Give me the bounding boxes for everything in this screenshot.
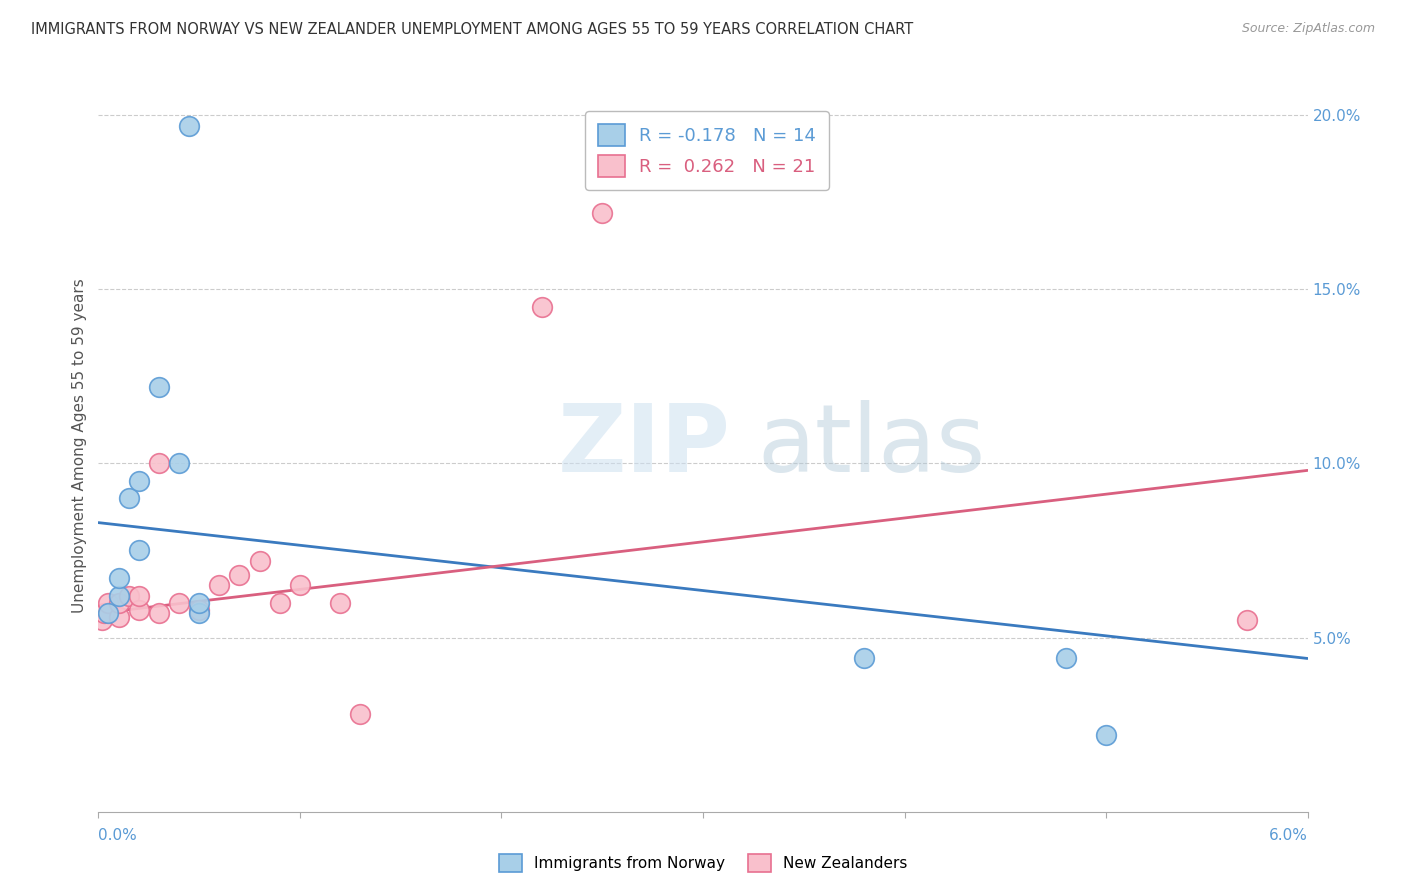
Legend: R = -0.178   N = 14, R =  0.262   N = 21: R = -0.178 N = 14, R = 0.262 N = 21 bbox=[585, 112, 828, 190]
Point bbox=[107, 609, 129, 624]
Point bbox=[97, 596, 120, 610]
Y-axis label: Unemployment Among Ages 55 to 59 years: Unemployment Among Ages 55 to 59 years bbox=[72, 278, 87, 614]
Text: 0.0%: 0.0% bbox=[98, 828, 138, 843]
Point bbox=[179, 119, 201, 133]
Text: ZIP: ZIP bbox=[558, 400, 731, 492]
Point bbox=[148, 606, 170, 620]
Point bbox=[148, 380, 170, 394]
Point bbox=[167, 457, 190, 471]
Point bbox=[208, 578, 231, 592]
Point bbox=[167, 596, 190, 610]
Point bbox=[1236, 613, 1258, 627]
Point bbox=[97, 606, 120, 620]
Legend: Immigrants from Norway, New Zealanders: Immigrants from Norway, New Zealanders bbox=[491, 846, 915, 880]
Point bbox=[128, 603, 150, 617]
Point bbox=[188, 606, 211, 620]
Point bbox=[349, 707, 371, 722]
Point bbox=[188, 596, 211, 610]
Text: 6.0%: 6.0% bbox=[1268, 828, 1308, 843]
Text: IMMIGRANTS FROM NORWAY VS NEW ZEALANDER UNEMPLOYMENT AMONG AGES 55 TO 59 YEARS C: IMMIGRANTS FROM NORWAY VS NEW ZEALANDER … bbox=[31, 22, 912, 37]
Point bbox=[93, 606, 115, 620]
Text: Source: ZipAtlas.com: Source: ZipAtlas.com bbox=[1241, 22, 1375, 36]
Point bbox=[91, 613, 114, 627]
Point bbox=[107, 571, 129, 585]
Point bbox=[128, 589, 150, 603]
Point bbox=[853, 651, 876, 665]
Point bbox=[118, 491, 141, 506]
Point bbox=[228, 567, 250, 582]
Text: atlas: atlas bbox=[758, 400, 986, 492]
Point bbox=[249, 554, 271, 568]
Point bbox=[128, 474, 150, 488]
Point bbox=[288, 578, 311, 592]
Point bbox=[530, 300, 553, 314]
Point bbox=[1095, 728, 1118, 742]
Point bbox=[269, 596, 291, 610]
Point bbox=[591, 205, 613, 219]
Point bbox=[107, 596, 129, 610]
Point bbox=[1054, 651, 1077, 665]
Point bbox=[118, 589, 141, 603]
Point bbox=[148, 457, 170, 471]
Point bbox=[329, 596, 352, 610]
Point bbox=[188, 603, 211, 617]
Point bbox=[107, 589, 129, 603]
Point bbox=[128, 543, 150, 558]
